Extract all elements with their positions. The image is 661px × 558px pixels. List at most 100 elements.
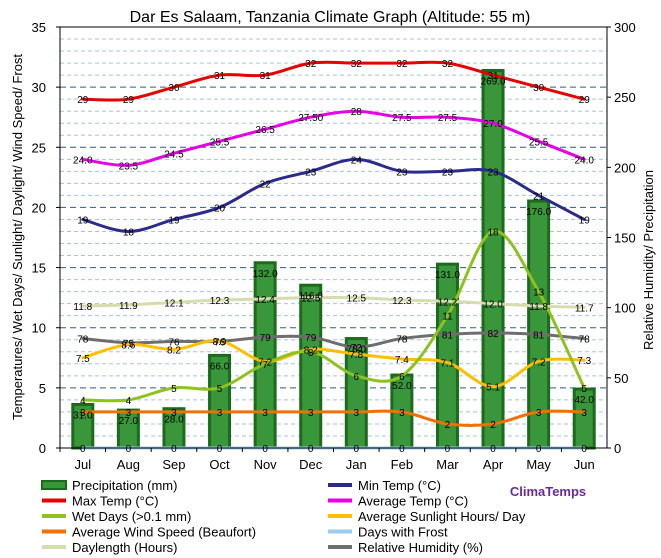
average-sunlight-hours-day-value-label: 7.2 (532, 357, 546, 368)
average-wind-speed-beaufort-value-label: 2 (490, 420, 496, 431)
average-sunlight-hours-day-value-label: 7.1 (441, 359, 455, 370)
max-temp-c-value-label: 32 (305, 59, 317, 70)
wet-days-0-1-mm-value-label: 6 (354, 372, 360, 383)
days-with-frost-value-label: 0 (171, 444, 177, 455)
days-with-frost-value-label: 0 (490, 444, 496, 455)
daylength-hours-value-label: 11.8 (529, 302, 548, 313)
average-temp-c-value-label: 28 (351, 107, 363, 118)
precipitation-mm-value-label: 78.0 (347, 345, 367, 356)
y-axis-label: Temperatures/ Wet Days/ Sunlight/ Daylig… (10, 54, 25, 420)
precipitation-bar (253, 261, 277, 450)
max-temp-c-value-label: 32 (351, 59, 363, 70)
y-tick-label: 20 (32, 200, 46, 215)
wet-days-0-1-mm-value-label: 7 (262, 360, 268, 371)
x-tick-label: Feb (391, 457, 413, 472)
average-temp-c-value-label: 27.50 (298, 113, 323, 124)
legend-label-average-sunlight-hours-day: Average Sunlight Hours/ Day (358, 509, 526, 524)
x-tick-label: Oct (209, 457, 230, 472)
relative-humidity-value-label: 81 (442, 330, 454, 341)
relative-humidity-value-label: 78 (77, 335, 89, 346)
legend-swatch-precipitation-mm (41, 480, 67, 490)
relative-humidity-value-label: 81 (533, 330, 545, 341)
relative-humidity-line (81, 331, 586, 349)
min-temp-c-value-label: 23 (305, 167, 317, 178)
y2-tick-label: 250 (614, 90, 636, 105)
days-with-frost-value-label: 0 (399, 444, 405, 455)
max-temp-c-value-label: 32 (442, 59, 454, 70)
legend-label-relative-humidity: Relative Humidity (%) (358, 540, 483, 555)
min-temp-c-value-label: 23 (396, 167, 408, 178)
average-sunlight-hours-day-value-label: 8.2 (304, 345, 318, 356)
legend-label-min-temp-c: Min Temp (°C) (358, 478, 441, 493)
legend-label-average-temp-c: Average Temp (°C) (358, 494, 468, 509)
max-temp-c-value-label: 29 (579, 95, 591, 106)
precipitation-bars (71, 69, 596, 450)
average-wind-speed-beaufort-value-label: 3 (171, 408, 177, 419)
precipitation-mm-value-label: 131.0 (435, 270, 460, 281)
average-sunlight-hours-day-value-label: 8.9 (213, 337, 227, 348)
daylength-hours-value-label: 12.5 (347, 294, 367, 305)
min-temp-c-value-label: 21 (533, 191, 545, 202)
y-tick-label: 15 (32, 261, 46, 276)
average-sunlight-hours-day-value-label: 7.8 (349, 350, 363, 361)
daylength-hours-value-label: 12.3 (392, 296, 412, 307)
y2-tick-label: 50 (614, 371, 628, 386)
min-temp-c-value-label: 23 (487, 167, 499, 178)
relative-humidity-value-label: 72 (351, 343, 363, 354)
daylength-hours-value-label: 11.9 (119, 301, 138, 312)
wet-days-0-1-mm-value-label: 4 (80, 396, 86, 407)
average-temp-c-value-label: 27.5 (438, 113, 458, 124)
days-with-frost-value-label: 0 (536, 444, 542, 455)
precipitation-mm-value-label: 28.0 (164, 415, 184, 426)
precipitation-mm-value-label: 176.0 (526, 207, 551, 218)
average-wind-speed-beaufort-value-label: 3 (354, 408, 360, 419)
grid (60, 38, 607, 437)
average-wind-speed-beaufort-value-label: 2 (445, 420, 451, 431)
average-sunlight-hours-day-value-label: 8.6 (121, 341, 135, 352)
average-temp-c-line (81, 109, 586, 167)
x-tick-label: Jun (574, 457, 595, 472)
max-temp-c-value-label: 31 (260, 71, 272, 82)
daylength-hours-value-label: 12.5 (301, 294, 321, 305)
average-temp-c-value-label: 27.5 (392, 113, 412, 124)
average-wind-speed-beaufort-value-label: 3 (581, 408, 587, 419)
x-tick-label: Nov (254, 457, 278, 472)
max-temp-c-value-label: 30 (168, 83, 180, 94)
average-sunlight-hours-day-value-label: 7.5 (76, 354, 90, 365)
y2-tick-label: 300 (614, 20, 636, 35)
max-temp-c-value-label: 31 (214, 71, 226, 82)
wet-days-0-1-mm-value-label: 8 (308, 348, 314, 359)
relative-humidity-value-label: 78 (396, 335, 408, 346)
y2-axis-label: Relative Humidity/ Precipitation (641, 170, 656, 350)
relative-humidity-value-label: 78 (579, 335, 591, 346)
precipitation-bar (299, 283, 323, 450)
legend-label-average-wind-speed-beaufort: Average Wind Speed (Beaufort) (72, 525, 256, 540)
max-temp-c-value-label: 32 (396, 59, 408, 70)
precipitation-mm-value-label: 269.0 (481, 77, 506, 88)
average-temp-c-value-label: 24.0 (73, 155, 93, 166)
daylength-hours-value-label: 12.3 (210, 296, 230, 307)
average-wind-speed-beaufort-value-label: 3 (126, 408, 132, 419)
days-with-frost-value-label: 0 (354, 444, 360, 455)
y-tick-label: 35 (32, 20, 46, 35)
x-tick-label: Jul (74, 457, 91, 472)
legend-label-max-temp-c: Max Temp (°C) (72, 494, 159, 509)
x-tick-label: Jan (346, 457, 367, 472)
data-labels: 31.0 27.0 28.0 66.0 132.0 116.0 78.0 52.0 131.0 2… (73, 59, 594, 455)
plot-frame (59, 26, 608, 449)
max-temp-c-value-label: 31 (487, 71, 499, 82)
average-temp-c-value-label: 26.5 (255, 125, 275, 136)
days-with-frost-value-label: 0 (262, 444, 268, 455)
days-with-frost-value-label: 0 (581, 444, 587, 455)
average-temp-c-value-label: 25.5 (529, 137, 549, 148)
daylength-hours-value-label: 11.7 (575, 303, 594, 314)
wet-days-0-1-mm-value-label: 13 (533, 288, 545, 299)
average-sunlight-hours-day-value-label: 5.1 (486, 383, 500, 394)
max-temp-c-value-label: 30 (533, 83, 545, 94)
daylength-hours-value-label: 12.4 (255, 295, 275, 306)
min-temp-c-value-label: 23 (442, 167, 454, 178)
min-temp-c-value-label: 19 (168, 215, 180, 226)
average-wind-speed-beaufort-value-label: 3 (399, 408, 405, 419)
relative-humidity-value-label: 82 (487, 329, 499, 340)
